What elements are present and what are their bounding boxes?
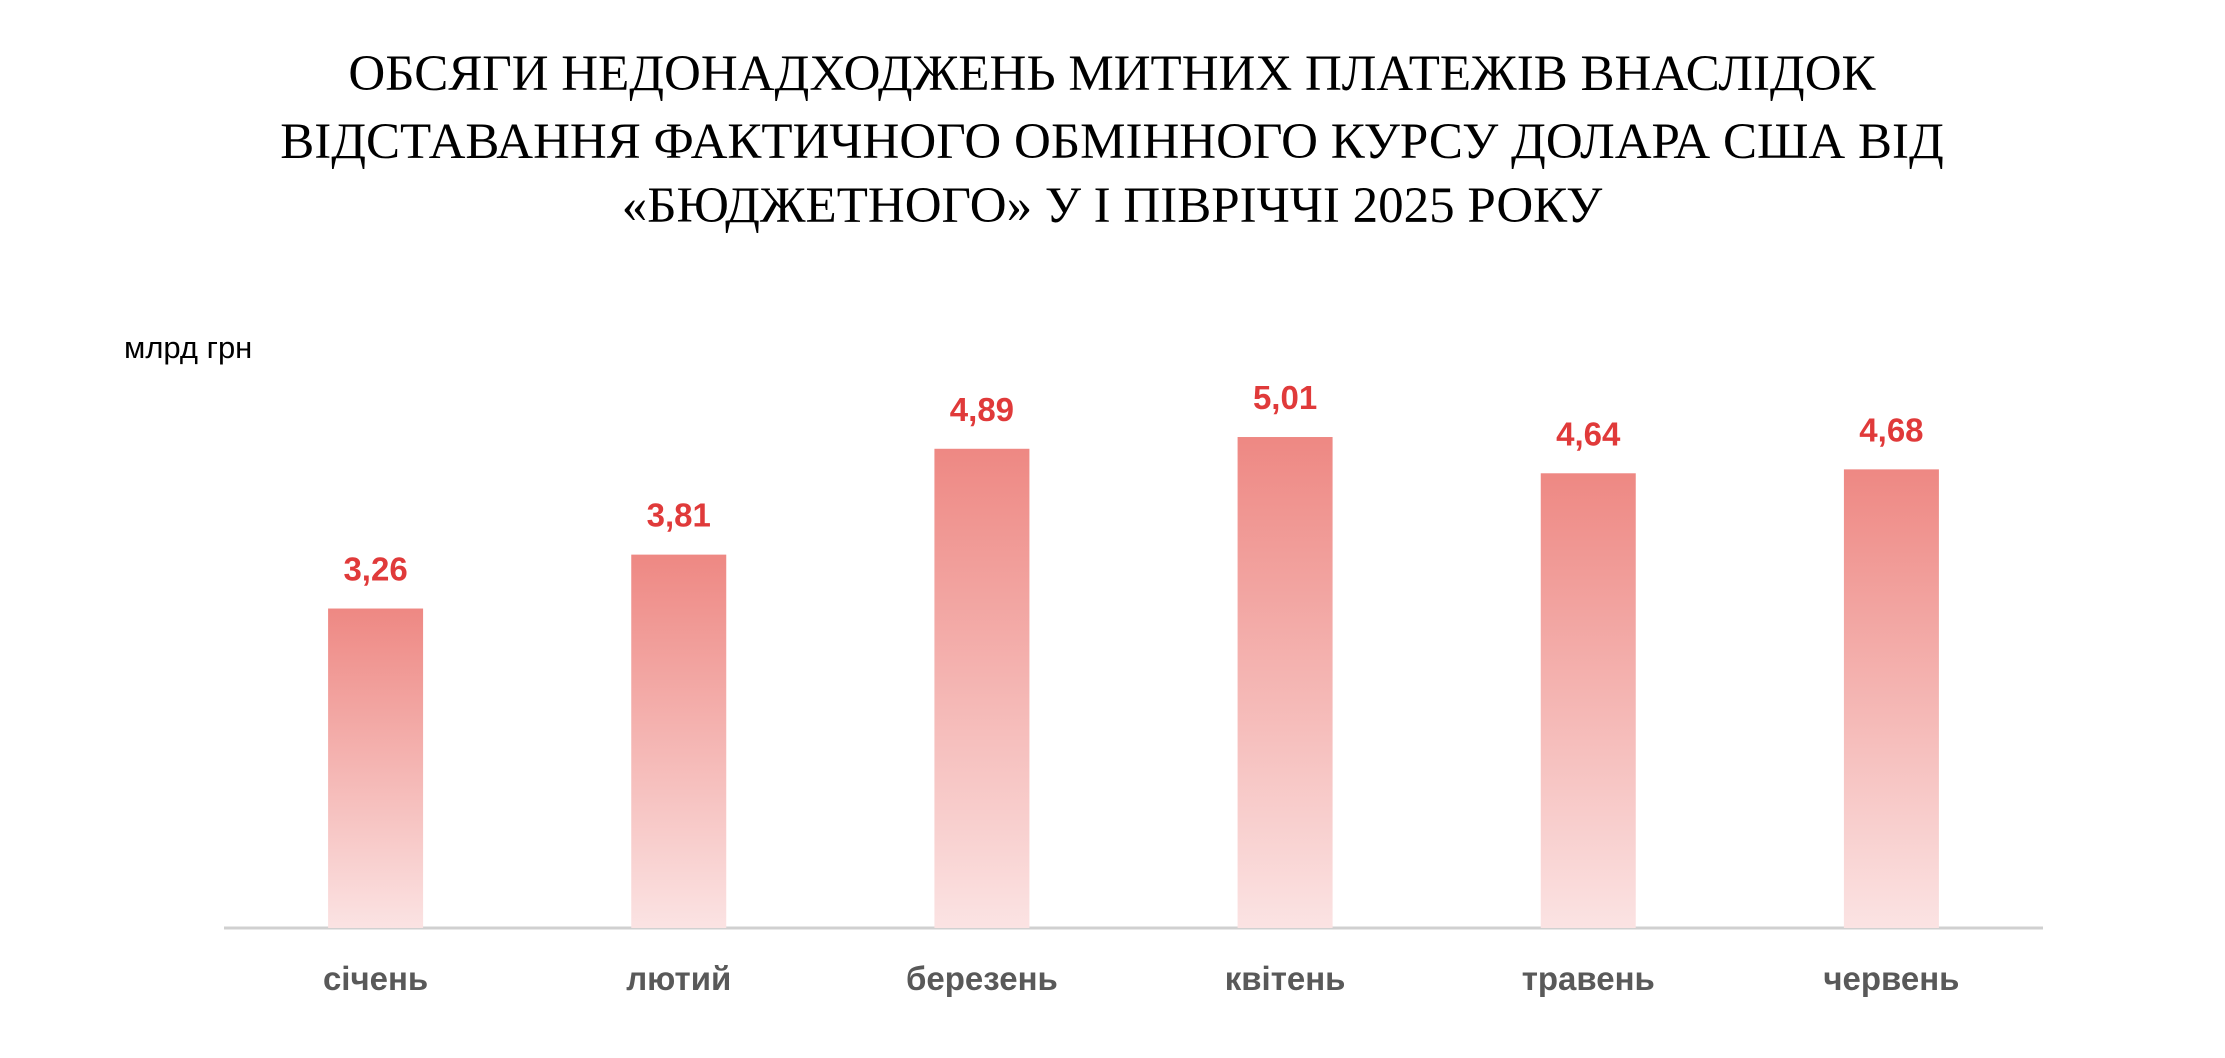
x-tick-label: квітень: [1225, 960, 1346, 997]
bar: [631, 554, 727, 928]
chart-title: ОБСЯГИ НЕДОНАДХОДЖЕНЬ МИТНИХ ПЛАТЕЖІВ ВН…: [348, 46, 1876, 102]
value-label: 4,89: [950, 391, 1014, 428]
bar: [1540, 473, 1636, 928]
bar: [328, 608, 424, 928]
y-axis-label: млрд грн: [124, 330, 252, 365]
x-tick-label: січень: [323, 960, 428, 997]
chart-title: ВІДСТАВАННЯ ФАКТИЧНОГО ОБМІННОГО КУРСУ Д…: [280, 114, 1944, 170]
value-label: 5,01: [1253, 379, 1317, 416]
value-label: 4,64: [1556, 415, 1621, 452]
value-label: 4,68: [1859, 411, 1923, 448]
chart-title: «БЮДЖЕТНОГО» У І ПІВРІЧЧІ 2025 РОКУ: [622, 178, 1603, 234]
x-tick-label: березень: [906, 960, 1058, 997]
bar: [1237, 437, 1333, 928]
x-tick-label: травень: [1522, 960, 1655, 997]
value-label: 3,26: [343, 551, 407, 588]
x-tick-label: червень: [1823, 960, 1959, 997]
value-label: 3,81: [647, 497, 711, 534]
bar: [1843, 469, 1939, 928]
x-tick-label: лютий: [626, 960, 731, 997]
bar: [934, 448, 1030, 928]
